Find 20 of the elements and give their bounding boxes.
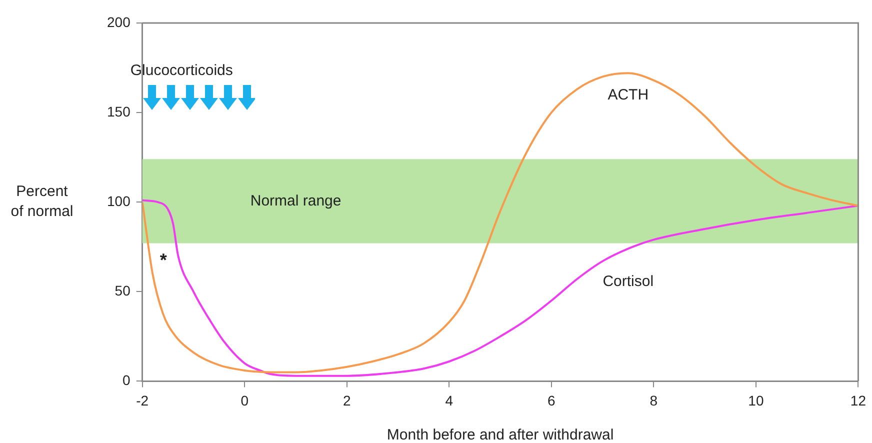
x-tick-label: -2 <box>136 392 149 408</box>
x-tick-label: 4 <box>445 392 454 408</box>
y-tick-label: 0 <box>122 372 131 388</box>
x-tick-label: 0 <box>240 392 249 408</box>
y-axis-title: Percent of normal <box>10 183 74 220</box>
series-label: ACTH <box>608 86 649 104</box>
x-tick-label: 6 <box>548 392 556 408</box>
x-tick-label: 12 <box>850 392 866 408</box>
annotation: Glucocorticoids <box>130 62 233 80</box>
annotation: * <box>160 250 167 270</box>
series-label: Cortisol <box>602 272 654 290</box>
x-tick-label: 10 <box>748 392 764 408</box>
x-axis-title: Month before and after withdrawal <box>386 426 614 443</box>
x-tick-label: 8 <box>650 392 658 408</box>
y-tick-label: 50 <box>114 282 131 299</box>
y-tick-label: 150 <box>107 103 131 120</box>
band-label: Normal range <box>250 192 342 210</box>
y-tick-label: 200 <box>107 14 131 30</box>
y-tick-label: 100 <box>107 192 131 209</box>
x-tick-label: 2 <box>342 392 351 408</box>
